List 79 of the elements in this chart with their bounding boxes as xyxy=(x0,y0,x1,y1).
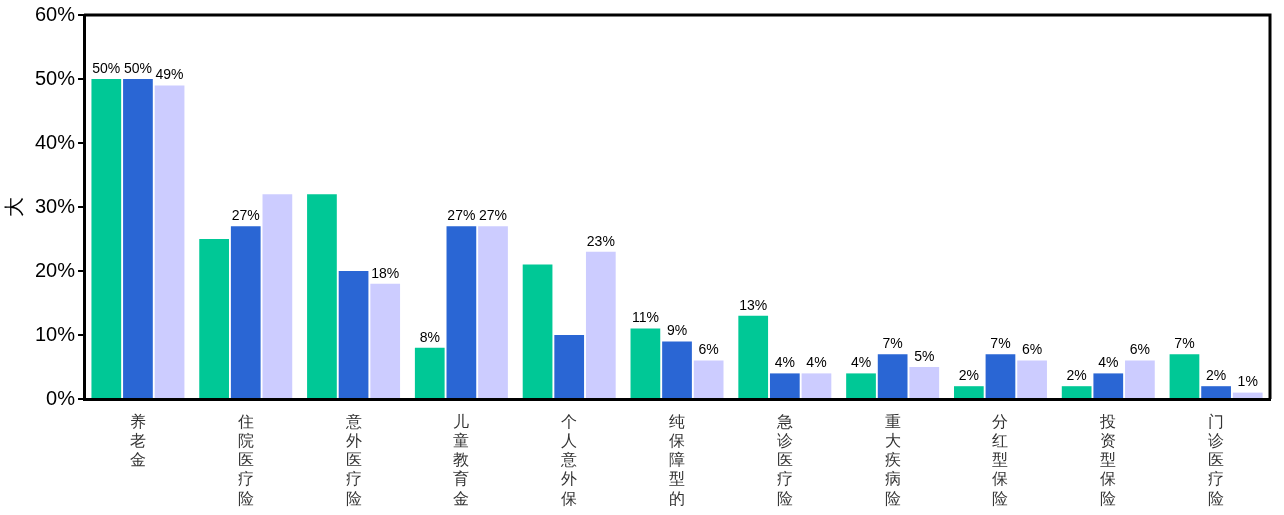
x-tick-label: 意外医疗险 xyxy=(344,411,362,508)
data-label: 7% xyxy=(990,335,1011,352)
bar xyxy=(1232,392,1263,398)
bar xyxy=(199,239,229,398)
bar xyxy=(1093,373,1124,398)
bar xyxy=(123,79,153,398)
data-label: 11% xyxy=(631,309,659,326)
y-tick-label: 20% xyxy=(35,258,76,281)
data-label: 27% xyxy=(478,207,508,224)
data-label: 6% xyxy=(698,341,719,358)
data-label: 18% xyxy=(371,264,400,281)
bar xyxy=(554,335,585,398)
bar xyxy=(630,328,661,398)
data-label: 23% xyxy=(586,232,615,249)
bar xyxy=(1201,386,1231,398)
bar xyxy=(154,85,185,398)
data-label: 4% xyxy=(806,354,827,371)
x-tick-label: 个人意外保 xyxy=(560,411,578,508)
bar xyxy=(693,360,724,398)
data-label: 4% xyxy=(1098,354,1119,371)
data-label: 27% xyxy=(231,207,260,224)
x-tick-label: 住院医疗险 xyxy=(236,411,254,508)
x-tick-label: 急诊医疗险 xyxy=(775,411,793,508)
data-label: 27% xyxy=(447,207,476,224)
x-tick-label: 门诊医疗险 xyxy=(1208,411,1225,508)
x-tick-label: 分红型保险 xyxy=(992,411,1009,508)
y-tick-label: 30% xyxy=(35,194,76,217)
data-label: 4% xyxy=(850,354,872,371)
bar xyxy=(338,271,369,398)
data-label: 2% xyxy=(958,367,979,384)
data-label: 6% xyxy=(1021,341,1043,358)
data-label: 2% xyxy=(1205,367,1227,384)
data-label: 9% xyxy=(666,322,688,339)
data-label: 6% xyxy=(1129,341,1151,358)
y-tick-label: 60% xyxy=(35,2,76,25)
bar xyxy=(1169,354,1200,398)
y-tick-label: 10% xyxy=(35,322,76,345)
x-tick-label: 儿童教育金 xyxy=(453,411,470,508)
data-label: 49% xyxy=(155,66,184,83)
data-label: 5% xyxy=(914,347,935,364)
bar xyxy=(985,354,1016,398)
data-label: 50% xyxy=(123,59,152,76)
bar xyxy=(662,341,692,398)
bar xyxy=(1017,360,1047,398)
x-tick-label: 养老金 xyxy=(129,411,146,470)
bar xyxy=(478,226,508,398)
bar xyxy=(370,283,401,398)
bar xyxy=(1125,360,1155,398)
data-label: 8% xyxy=(419,328,440,345)
data-label: 4% xyxy=(774,354,795,371)
bar xyxy=(307,194,337,398)
bar xyxy=(877,354,908,398)
bar xyxy=(738,315,769,398)
bar xyxy=(1061,386,1092,398)
data-label: 2% xyxy=(1066,367,1087,384)
data-label: 50% xyxy=(92,59,121,76)
bar xyxy=(846,373,876,398)
y-axis-title: 大 xyxy=(2,197,27,217)
data-label: 13% xyxy=(739,296,768,313)
data-label: 7% xyxy=(1174,335,1195,352)
y-tick-label: 0% xyxy=(46,386,76,409)
x-tick-label: 纯保障型的 xyxy=(669,411,686,508)
bar xyxy=(262,194,293,398)
bar xyxy=(801,373,832,398)
bar xyxy=(953,386,984,398)
bar xyxy=(414,347,445,398)
bar xyxy=(585,251,616,398)
x-tick-label: 投资型保险 xyxy=(1099,411,1117,508)
x-tick-label: 重大疾病险 xyxy=(884,411,901,508)
bar xyxy=(230,226,261,398)
bar xyxy=(522,264,553,398)
data-label: 7% xyxy=(882,335,903,352)
data-label: 1% xyxy=(1237,373,1258,390)
bar xyxy=(446,226,477,398)
bar xyxy=(91,79,122,398)
bar xyxy=(769,373,800,398)
y-tick-label: 40% xyxy=(35,130,76,153)
y-tick-label: 50% xyxy=(35,66,76,89)
bar xyxy=(909,367,940,398)
